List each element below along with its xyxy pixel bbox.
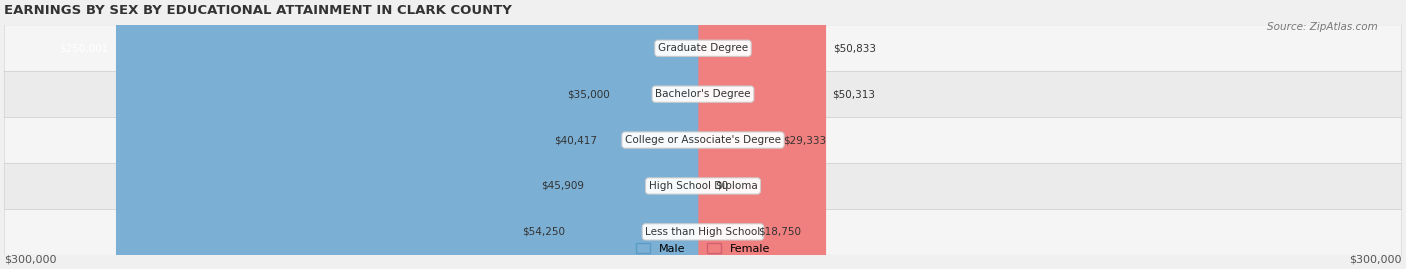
FancyBboxPatch shape — [699, 0, 776, 269]
Text: $45,909: $45,909 — [541, 181, 585, 191]
FancyBboxPatch shape — [4, 208, 1402, 255]
Text: EARNINGS BY SEX BY EDUCATIONAL ATTAINMENT IN CLARK COUNTY: EARNINGS BY SEX BY EDUCATIONAL ATTAINMEN… — [4, 4, 512, 17]
Text: $50,833: $50,833 — [834, 43, 876, 53]
FancyBboxPatch shape — [4, 162, 1402, 209]
Text: $300,000: $300,000 — [4, 255, 56, 265]
Text: $250,001: $250,001 — [59, 43, 110, 53]
Text: $54,250: $54,250 — [522, 227, 565, 237]
Text: $35,000: $35,000 — [567, 89, 610, 99]
FancyBboxPatch shape — [617, 0, 707, 269]
Text: $40,417: $40,417 — [554, 135, 598, 145]
Text: Bachelor's Degree: Bachelor's Degree — [655, 89, 751, 99]
Text: $18,750: $18,750 — [758, 227, 801, 237]
FancyBboxPatch shape — [605, 0, 707, 269]
FancyBboxPatch shape — [699, 0, 707, 269]
Text: $50,313: $50,313 — [832, 89, 875, 99]
Text: Graduate Degree: Graduate Degree — [658, 43, 748, 53]
Text: Less than High School: Less than High School — [645, 227, 761, 237]
Legend: Male, Female: Male, Female — [637, 243, 769, 254]
FancyBboxPatch shape — [699, 0, 751, 269]
Text: $0: $0 — [714, 181, 728, 191]
Text: High School Diploma: High School Diploma — [648, 181, 758, 191]
Text: College or Associate's Degree: College or Associate's Degree — [626, 135, 780, 145]
Text: $29,333: $29,333 — [783, 135, 827, 145]
Text: $300,000: $300,000 — [1350, 255, 1402, 265]
FancyBboxPatch shape — [115, 0, 707, 269]
FancyBboxPatch shape — [4, 71, 1402, 118]
FancyBboxPatch shape — [699, 0, 827, 269]
FancyBboxPatch shape — [592, 0, 707, 269]
Text: Source: ZipAtlas.com: Source: ZipAtlas.com — [1267, 22, 1378, 31]
FancyBboxPatch shape — [699, 0, 825, 269]
FancyBboxPatch shape — [4, 117, 1402, 164]
FancyBboxPatch shape — [4, 25, 1402, 72]
FancyBboxPatch shape — [572, 0, 707, 269]
